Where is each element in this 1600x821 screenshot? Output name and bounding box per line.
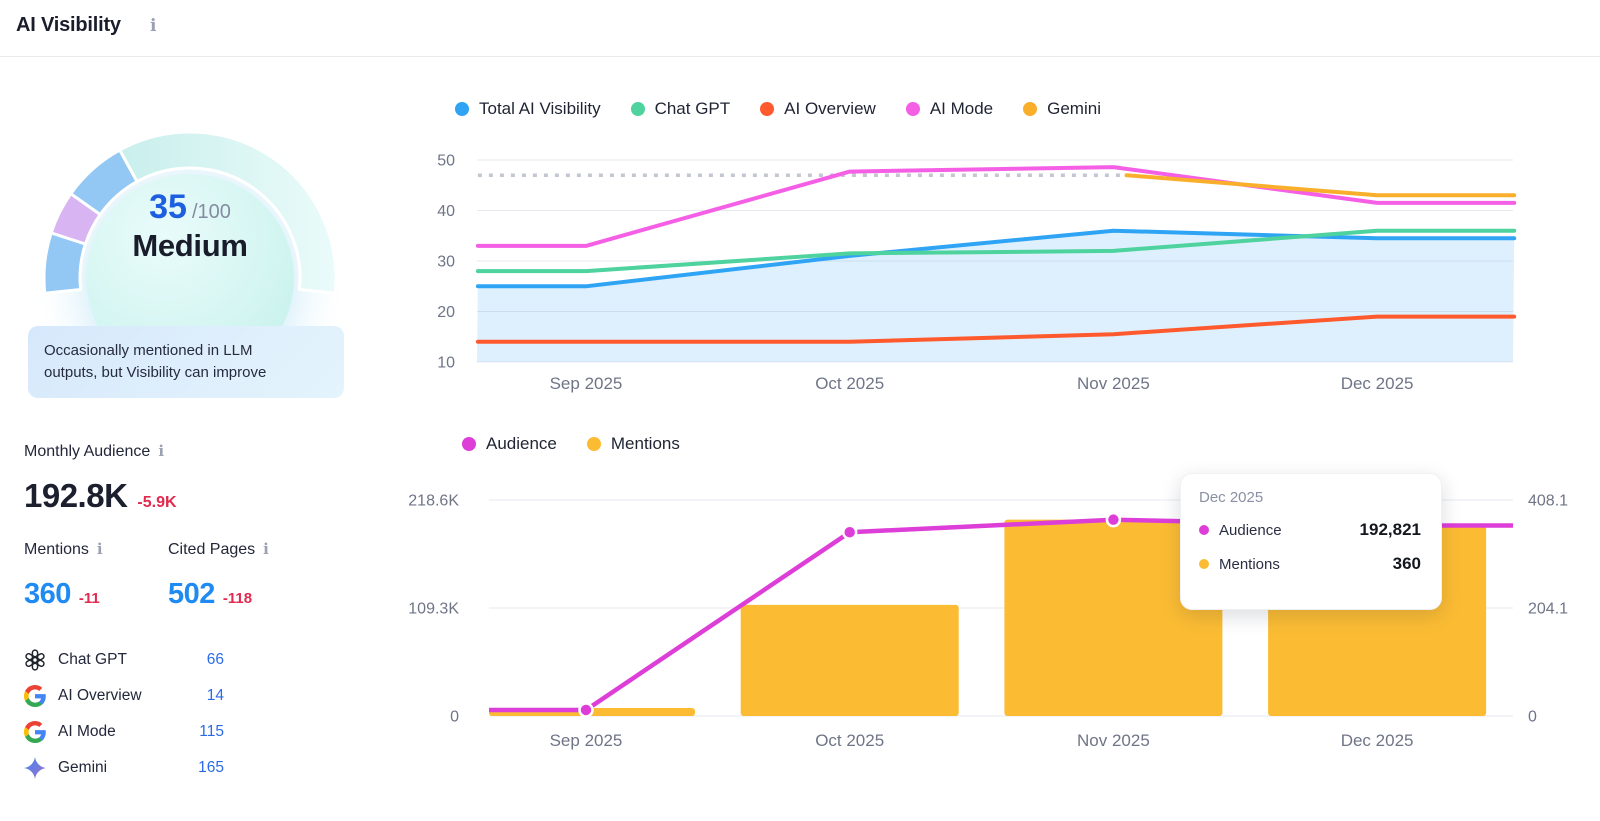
svg-text:Sep 2025: Sep 2025 <box>550 374 623 393</box>
svg-text:Oct 2025: Oct 2025 <box>815 731 884 750</box>
svg-text:Oct 2025: Oct 2025 <box>815 374 884 393</box>
tooltip-value: 360 <box>1392 554 1421 573</box>
page-title: AI Visibility <box>16 14 121 36</box>
tooltip-row-audience: Audience 192,821 <box>1199 520 1421 540</box>
legend-item-gemini[interactable]: Gemini <box>1023 99 1101 119</box>
audience-chart-legend: Audience Mentions <box>462 434 680 454</box>
mentions-value-row: 360 -11 <box>24 578 100 611</box>
svg-text:40: 40 <box>437 203 455 220</box>
svg-text:10: 10 <box>437 355 455 372</box>
tooltip-label: Mentions <box>1219 555 1280 573</box>
visibility-chart-legend: Total AI Visibility Chat GPT AI Overview AI… <box>455 99 1101 119</box>
tooltip-title: Dec 2025 <box>1199 489 1264 506</box>
visibility-gauge <box>30 122 350 352</box>
platform-name: AI Mode <box>58 723 116 740</box>
audience-dot-icon <box>1199 525 1209 535</box>
platform-value-link[interactable]: 115 <box>199 723 224 740</box>
cited-pages-info-icon[interactable]: i <box>263 540 269 558</box>
series-ai-overview <box>475 314 1517 344</box>
svg-text:Dec 2025: Dec 2025 <box>1341 374 1414 393</box>
tooltip-label: Audience <box>1219 521 1282 539</box>
legend-item-audience[interactable]: Audience <box>462 434 557 454</box>
platform-value-link[interactable]: 165 <box>198 759 224 776</box>
mentions-delta: -11 <box>78 590 100 607</box>
mentions-info-icon[interactable]: i <box>96 540 103 558</box>
legend-item-total-ai-visibility[interactable]: Total AI Visibility <box>455 99 601 119</box>
svg-text:30: 30 <box>437 254 455 271</box>
svg-text:109.3K: 109.3K <box>408 601 459 618</box>
platform-list: Chat GPT 66 AI Overview 14 AI Mode 115 G… <box>24 646 224 790</box>
legend-dot-icon <box>1023 102 1038 116</box>
mentions-value: 360 <box>24 578 71 610</box>
gauge-score: 35 /100 Medium <box>58 188 322 264</box>
legend-dot-icon <box>905 102 920 116</box>
legend-dot-icon <box>455 102 469 116</box>
gauge-score-value: 35 <box>149 188 187 226</box>
svg-text:0: 0 <box>450 709 459 726</box>
platform-name: AI Overview <box>58 687 142 704</box>
tooltip-value: 192,821 <box>1359 520 1421 539</box>
legend-dot-icon <box>462 437 476 451</box>
platform-name: Chat GPT <box>58 651 127 668</box>
svg-text:204.1: 204.1 <box>1528 601 1568 618</box>
svg-text:Dec 2025: Dec 2025 <box>1341 731 1414 750</box>
monthly-audience-label: Monthly Audience <box>24 443 151 460</box>
svg-text:0: 0 <box>1528 709 1537 726</box>
gemini-icon <box>24 757 46 779</box>
platform-value-link[interactable]: 14 <box>206 687 224 704</box>
cited-pages-label: Cited Pages <box>168 541 256 558</box>
audience-point <box>841 524 858 540</box>
platform-value-link[interactable]: 66 <box>206 651 224 668</box>
svg-text:218.6K: 218.6K <box>408 493 459 510</box>
tooltip-row-mentions: Mentions 360 <box>1199 554 1421 574</box>
visibility-line-chart[interactable]: 10 20 30 40 50 Sep 2025 Oct 2025 Nov 2025 Dec 20… <box>0 60 1600 405</box>
svg-text:Sep 2025: Sep 2025 <box>550 731 623 750</box>
legend-item-ai-mode[interactable]: AI Mode <box>905 99 993 119</box>
legend-dot-icon <box>630 102 645 116</box>
svg-text:50: 50 <box>437 153 455 170</box>
cited-pages-value: 502 <box>168 578 215 610</box>
cited-pages-label-row: Cited Pages i <box>168 541 269 559</box>
cited-pages-delta: -118 <box>222 590 253 607</box>
page-title-info-icon[interactable]: i <box>150 16 157 36</box>
monthly-audience-label-row: Monthly Audience i <box>24 443 164 461</box>
series-gemini <box>1124 173 1517 198</box>
platform-name: Gemini <box>58 759 108 776</box>
chart-tooltip: Dec 2025 Audience 192,821 Mentions 360 <box>1180 473 1442 610</box>
gauge-score-label: Medium <box>132 228 248 263</box>
audience-point <box>1105 511 1122 528</box>
mentions-dot-icon <box>1199 559 1209 569</box>
cited-pages-value-row: 502 -118 <box>168 578 252 611</box>
series-chat-gpt <box>475 228 1517 274</box>
monthly-audience-delta: -5.9K <box>137 494 177 511</box>
monthly-audience-value-row: 192.8K -5.9K <box>24 477 177 515</box>
header-divider <box>0 56 1600 57</box>
mentions-bar <box>740 604 959 716</box>
svg-text:Nov 2025: Nov 2025 <box>1077 731 1150 750</box>
gauge-score-max: /100 <box>191 201 231 223</box>
svg-text:Nov 2025: Nov 2025 <box>1077 374 1150 393</box>
legend-dot-icon <box>760 102 775 116</box>
legend-dot-icon <box>586 437 601 451</box>
mentions-bar <box>1004 519 1223 716</box>
audience-point <box>578 702 594 718</box>
svg-text:408.1: 408.1 <box>1528 493 1568 510</box>
monthly-audience-info-icon[interactable]: i <box>158 442 165 460</box>
platform-row-chatgpt[interactable]: Chat GPT 66 <box>24 646 224 674</box>
gauge-description: Occasionally mentioned in LLM outputs, b… <box>28 326 344 398</box>
series-ai-mode <box>475 165 1517 248</box>
platform-row-gemini[interactable]: Gemini 165 <box>24 754 224 782</box>
mentions-label: Mentions <box>24 541 89 558</box>
legend-item-chat-gpt[interactable]: Chat GPT <box>630 99 730 119</box>
series-total-ai-visibility <box>475 228 1517 289</box>
platform-row-ai-mode[interactable]: AI Mode 115 <box>24 718 224 746</box>
legend-item-mentions[interactable]: Mentions <box>586 434 680 454</box>
platform-row-ai-overview[interactable]: AI Overview 14 <box>24 682 224 710</box>
legend-item-ai-overview[interactable]: AI Overview <box>760 99 876 119</box>
total-visibility-area <box>477 230 1515 362</box>
mentions-label-row: Mentions i <box>24 541 103 559</box>
svg-text:20: 20 <box>437 304 455 321</box>
monthly-audience-value: 192.8K <box>24 477 128 514</box>
